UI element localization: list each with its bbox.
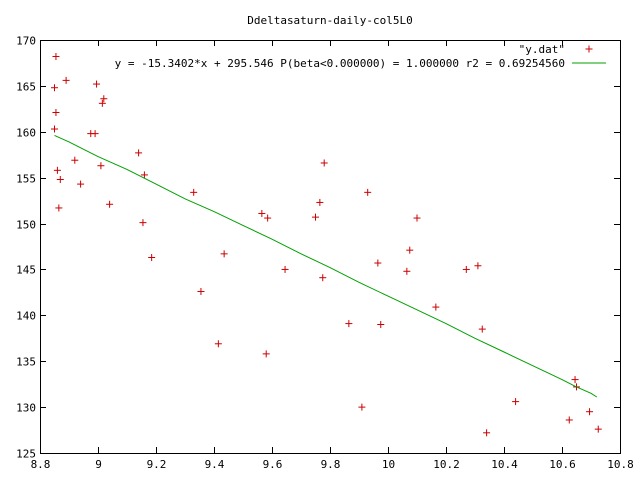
- data-point: [139, 219, 147, 227]
- y-tick-label: 150: [16, 219, 36, 232]
- data-point: [220, 250, 228, 258]
- data-point: [364, 188, 372, 196]
- data-point: [565, 416, 573, 424]
- data-point: [312, 213, 319, 221]
- data-point: [264, 214, 272, 222]
- x-tick-label: 9.6: [263, 458, 283, 471]
- legend-point-marker: [585, 45, 593, 53]
- data-point: [71, 156, 79, 164]
- data-point: [106, 200, 114, 208]
- data-point: [190, 188, 198, 196]
- data-point: [432, 303, 440, 311]
- x-tick-label: 10.2: [433, 458, 460, 471]
- legend: "y.dat" y = -15.3402*x + 295.546 P(beta<…: [115, 43, 606, 70]
- x-tick-label: 10.6: [549, 458, 576, 471]
- data-point: [316, 198, 324, 206]
- data-point: [320, 159, 328, 167]
- data-point: [586, 408, 594, 416]
- y-tick-label: 170: [16, 35, 36, 48]
- data-point: [258, 209, 266, 217]
- y-tick-label: 130: [16, 402, 36, 415]
- data-point: [377, 321, 385, 329]
- x-tick-label: 10.4: [491, 458, 518, 471]
- data-point: [403, 267, 411, 275]
- data-point: [51, 125, 58, 133]
- y-tick-label: 135: [16, 356, 36, 369]
- data-point: [56, 176, 64, 184]
- data-point: [148, 254, 156, 262]
- data-point: [53, 166, 61, 174]
- data-point: [62, 76, 70, 84]
- data-point: [594, 425, 602, 433]
- x-tick-label: 8.8: [31, 458, 51, 471]
- data-point: [140, 171, 148, 179]
- data-point: [77, 180, 85, 188]
- data-point: [478, 325, 486, 333]
- x-tick-label: 9.8: [321, 458, 341, 471]
- x-tick-label: 9.2: [147, 458, 167, 471]
- data-point: [406, 246, 414, 254]
- y-tick-label: 145: [16, 264, 36, 277]
- y-tick-label: 140: [16, 310, 36, 323]
- x-tick-label: 10: [382, 458, 395, 471]
- legend-label-fit: y = -15.3402*x + 295.546 P(beta<0.000000…: [115, 57, 565, 70]
- legend-label-points: "y.dat": [519, 43, 565, 56]
- data-point: [374, 259, 382, 267]
- x-tick-label: 9: [95, 458, 102, 471]
- data-point: [571, 376, 579, 384]
- data-point: [214, 340, 222, 348]
- data-point: [262, 350, 270, 358]
- data-point: [474, 262, 482, 270]
- x-tick-label: 9.4: [205, 458, 225, 471]
- data-point: [52, 53, 60, 61]
- data-point: [98, 99, 106, 107]
- data-point: [413, 214, 421, 222]
- regression-line: [54, 134, 598, 398]
- plot-frame: [40, 40, 621, 454]
- data-point: [100, 95, 108, 103]
- data-point: [319, 274, 327, 282]
- data-point: [358, 403, 366, 411]
- y-tick-label: 160: [16, 127, 36, 140]
- data-point: [91, 130, 99, 138]
- data-point: [51, 84, 58, 92]
- data-point: [93, 80, 101, 88]
- data-point: [135, 149, 143, 157]
- data-point: [462, 265, 470, 273]
- data-point: [55, 204, 63, 212]
- data-point: [512, 398, 520, 406]
- data-point: [281, 265, 289, 273]
- y-tick-label: 155: [16, 173, 36, 186]
- data-point: [97, 162, 105, 170]
- data-point: [345, 320, 353, 328]
- chart-title: Ddeltasaturn-daily-col5L0: [247, 14, 413, 27]
- series-layer: [51, 53, 602, 437]
- y-tick-label: 125: [16, 448, 36, 461]
- series-0-points: [51, 53, 602, 437]
- data-point: [197, 287, 205, 295]
- legend-marker-points: [585, 45, 593, 53]
- y-tick-label: 165: [16, 81, 36, 94]
- data-point: [52, 109, 60, 117]
- data-point: [483, 429, 491, 437]
- axes: 8.8 9 9.2 9.4 9.6 9.8 10 10.2 10.4 10.6 10.8 125 130…: [16, 35, 634, 472]
- x-tick-label: 10.8: [607, 458, 634, 471]
